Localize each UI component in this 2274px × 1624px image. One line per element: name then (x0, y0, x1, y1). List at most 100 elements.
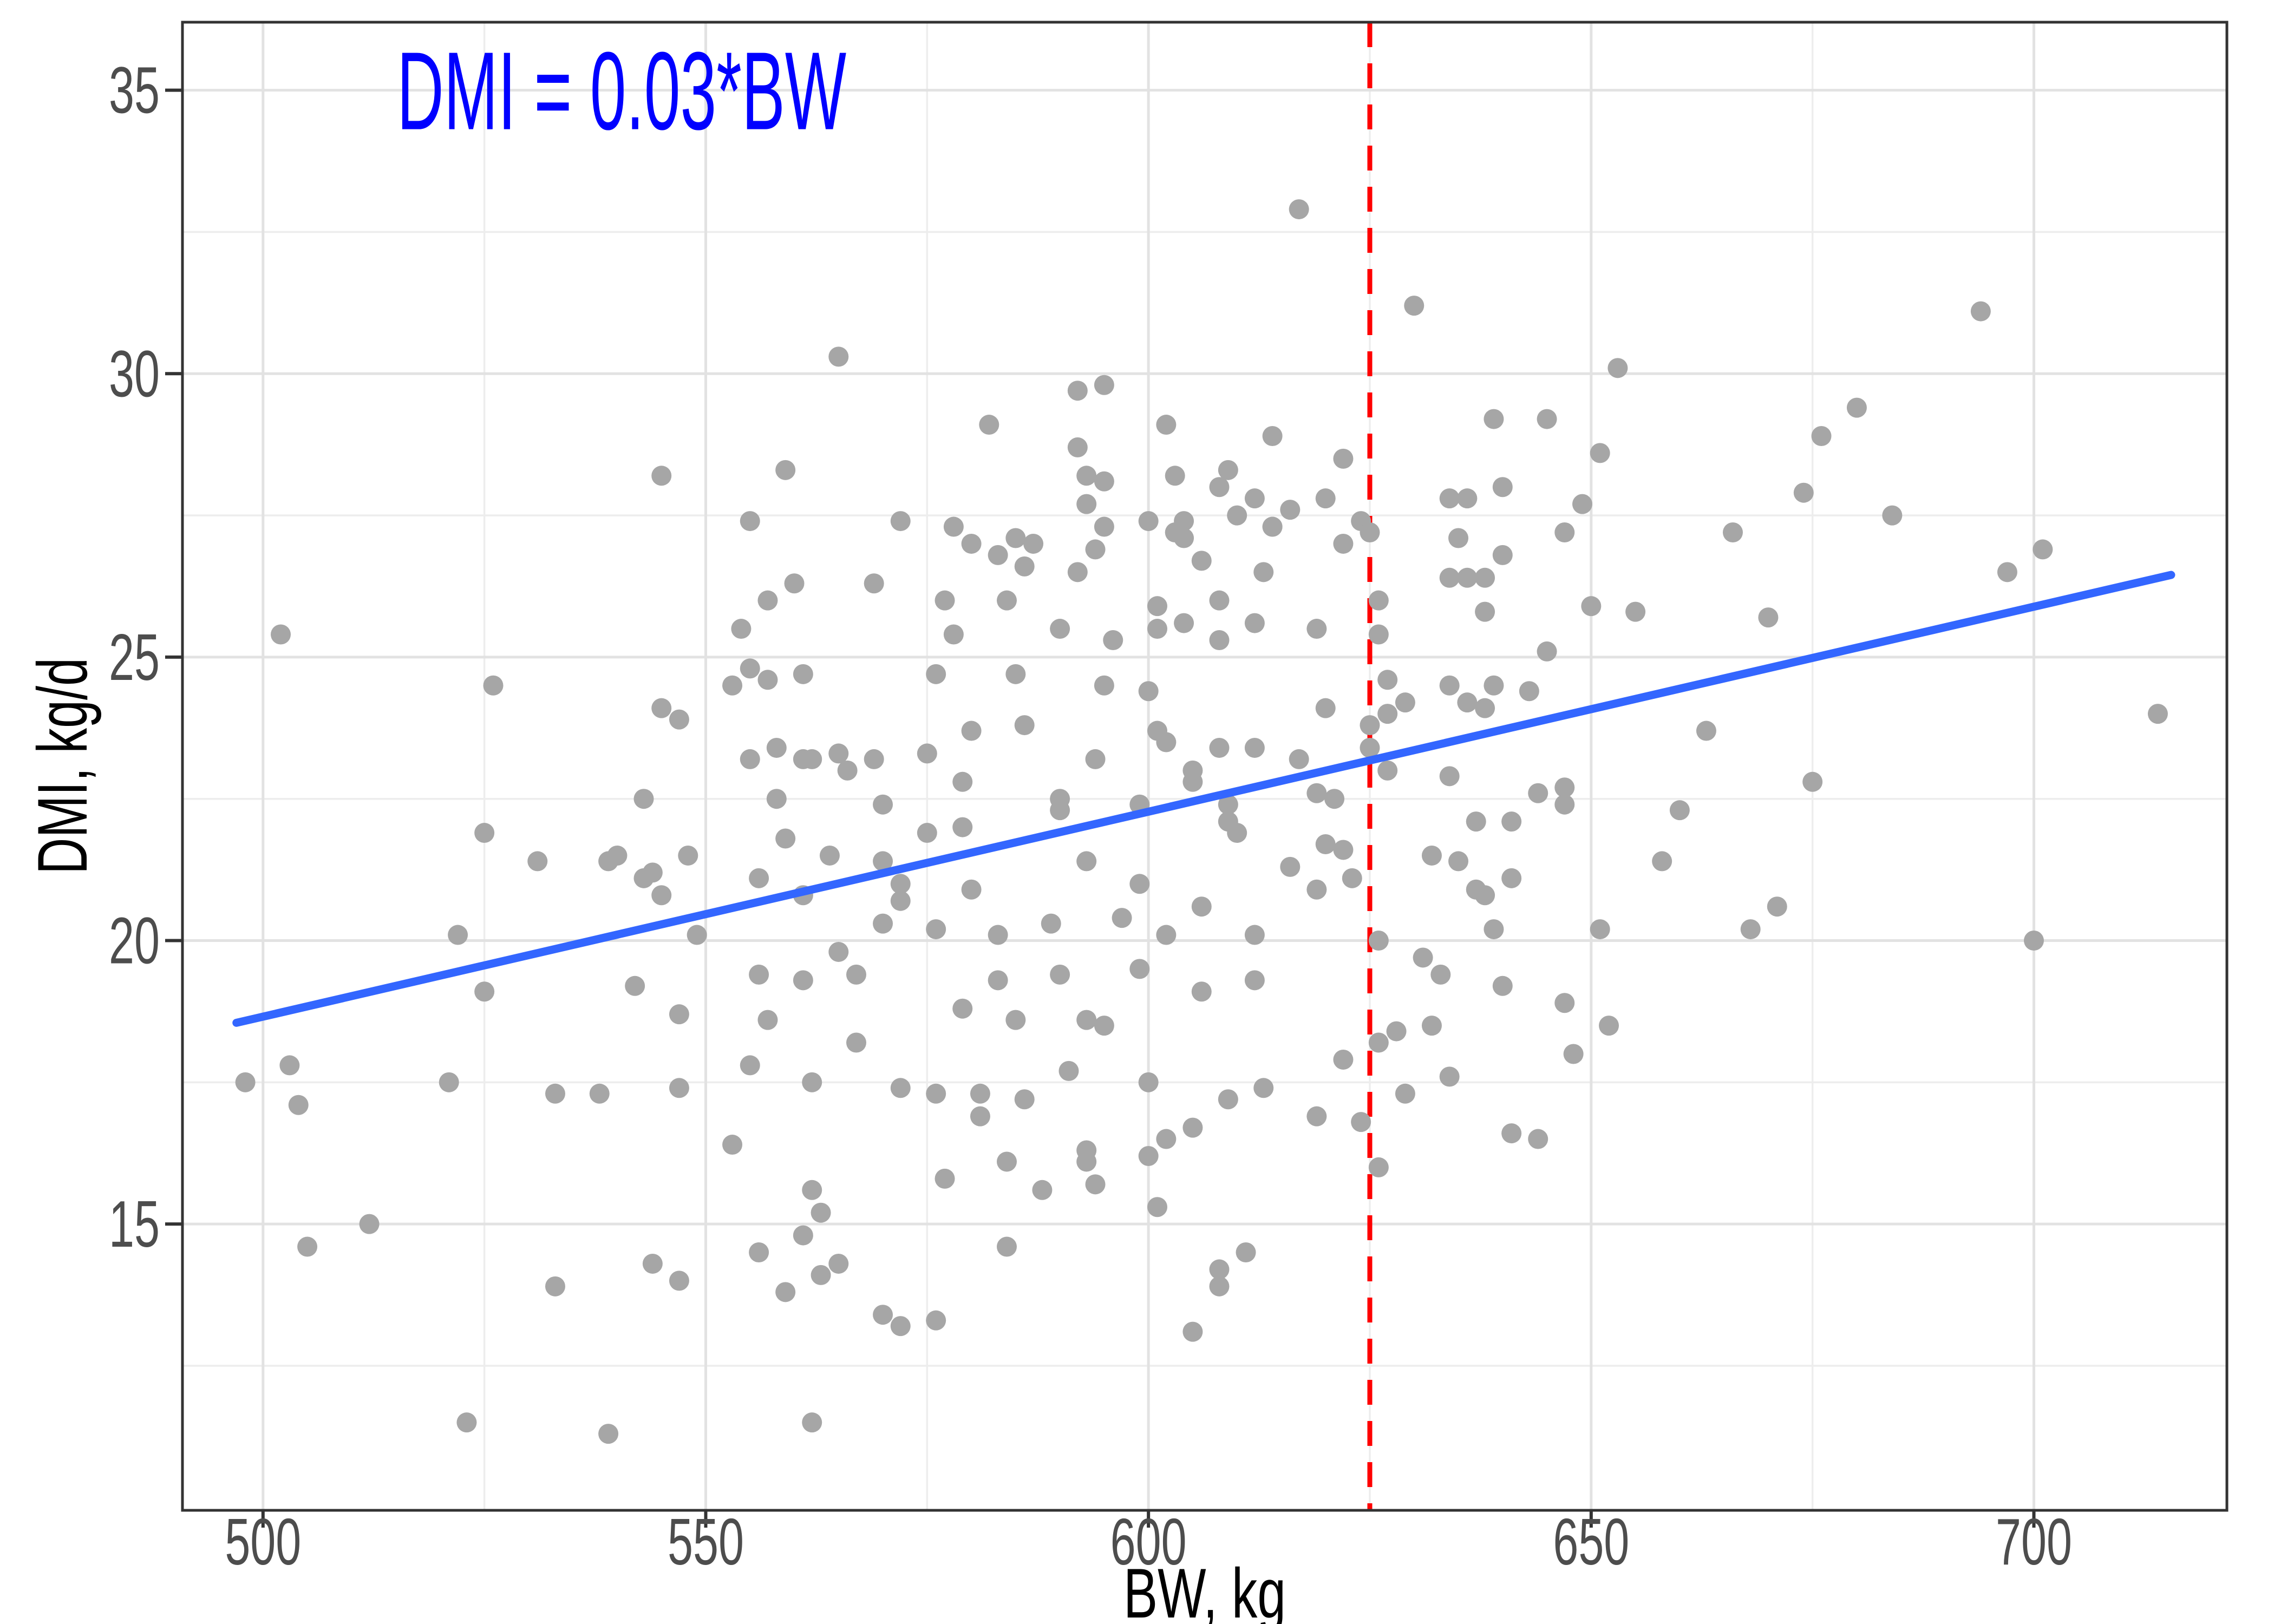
data-point (1811, 425, 1832, 446)
data-point (279, 1055, 300, 1076)
data-point (935, 590, 955, 611)
data-point (1014, 715, 1035, 736)
data-point (926, 664, 946, 684)
data-point (1625, 601, 1646, 622)
data-point (749, 1242, 769, 1263)
data-point (1696, 721, 1716, 741)
data-point (1182, 1321, 1203, 1342)
data-point (1067, 437, 1088, 457)
data-point (1076, 851, 1097, 872)
data-point (775, 460, 796, 480)
data-point (1023, 533, 1044, 554)
data-point (952, 998, 973, 1019)
data-point (1209, 1259, 1230, 1280)
data-point (793, 1225, 813, 1246)
data-point (1244, 970, 1265, 991)
data-point (474, 823, 495, 843)
y-tick-label: 20 (109, 904, 160, 978)
data-point (1519, 681, 1539, 702)
data-point (1554, 993, 1575, 1013)
data-point (846, 964, 866, 985)
data-point (1156, 415, 1177, 435)
data-point (589, 1083, 610, 1104)
data-point (1085, 1174, 1106, 1195)
data-point (1413, 947, 1433, 968)
data-point (793, 664, 813, 684)
data-point (1333, 448, 1354, 469)
data-point (775, 828, 796, 849)
data-point (722, 675, 743, 696)
data-point (1360, 522, 1380, 543)
data-point (1669, 800, 1690, 821)
data-point (1227, 823, 1247, 843)
data-point (846, 1032, 866, 1053)
data-point (1360, 715, 1380, 736)
data-point (757, 1010, 778, 1030)
data-point (545, 1276, 565, 1296)
data-point (1280, 856, 1301, 877)
data-point (1767, 896, 1787, 917)
data-point (979, 415, 999, 435)
data-point (1050, 619, 1070, 639)
data-point (731, 619, 752, 639)
data-point (1076, 494, 1097, 514)
data-point (961, 721, 982, 741)
data-point (757, 590, 778, 611)
data-point (1457, 567, 1478, 588)
data-point (1324, 789, 1345, 809)
data-point (1846, 397, 1867, 418)
data-point (1005, 1010, 1026, 1030)
data-point (873, 1305, 893, 1325)
points-layer (235, 199, 2168, 1444)
data-point (749, 868, 769, 888)
data-point (811, 1265, 831, 1285)
data-point (1333, 840, 1354, 860)
data-point (926, 919, 946, 940)
data-point (669, 1271, 689, 1291)
data-point (873, 851, 893, 872)
data-point (1758, 607, 1779, 628)
annotation-equation: DMI = 0.03*BW (397, 29, 846, 153)
data-point (1404, 296, 1424, 316)
data-point (1306, 879, 1327, 900)
data-point (1005, 528, 1026, 548)
data-point (828, 346, 849, 367)
data-point (1156, 732, 1177, 752)
data-point (1537, 409, 1557, 429)
data-point (1191, 551, 1212, 571)
data-point (1492, 975, 1513, 996)
data-point (793, 970, 813, 991)
data-point (952, 817, 973, 837)
data-point (1005, 664, 1026, 684)
data-point (1395, 692, 1415, 713)
data-point (890, 1316, 911, 1337)
y-tick-label: 30 (109, 337, 160, 410)
data-point (1014, 556, 1035, 577)
data-point (1112, 908, 1132, 928)
x-tick-label: 600 (1110, 1505, 1187, 1579)
data-point (1554, 777, 1575, 798)
data-point (1050, 964, 1070, 985)
data-point (545, 1083, 565, 1104)
data-point (1138, 1145, 1159, 1166)
data-point (970, 1083, 990, 1104)
data-point (359, 1214, 380, 1234)
x-tick-label: 700 (1996, 1505, 2072, 1579)
x-axis-title: BW, kg (1123, 1554, 1286, 1624)
x-tick-label: 550 (668, 1505, 744, 1579)
data-point (1174, 528, 1194, 548)
data-point (607, 845, 628, 866)
data-point (1501, 1123, 1522, 1144)
data-point (1368, 590, 1389, 611)
major-gridlines (182, 22, 2227, 1510)
data-point (1218, 1089, 1238, 1110)
data-point (1368, 1157, 1389, 1177)
data-point (749, 964, 769, 985)
data-point (1094, 675, 1114, 696)
data-point (1554, 794, 1575, 815)
data-point (864, 573, 884, 594)
data-point (1501, 868, 1522, 888)
data-point (997, 1151, 1017, 1172)
